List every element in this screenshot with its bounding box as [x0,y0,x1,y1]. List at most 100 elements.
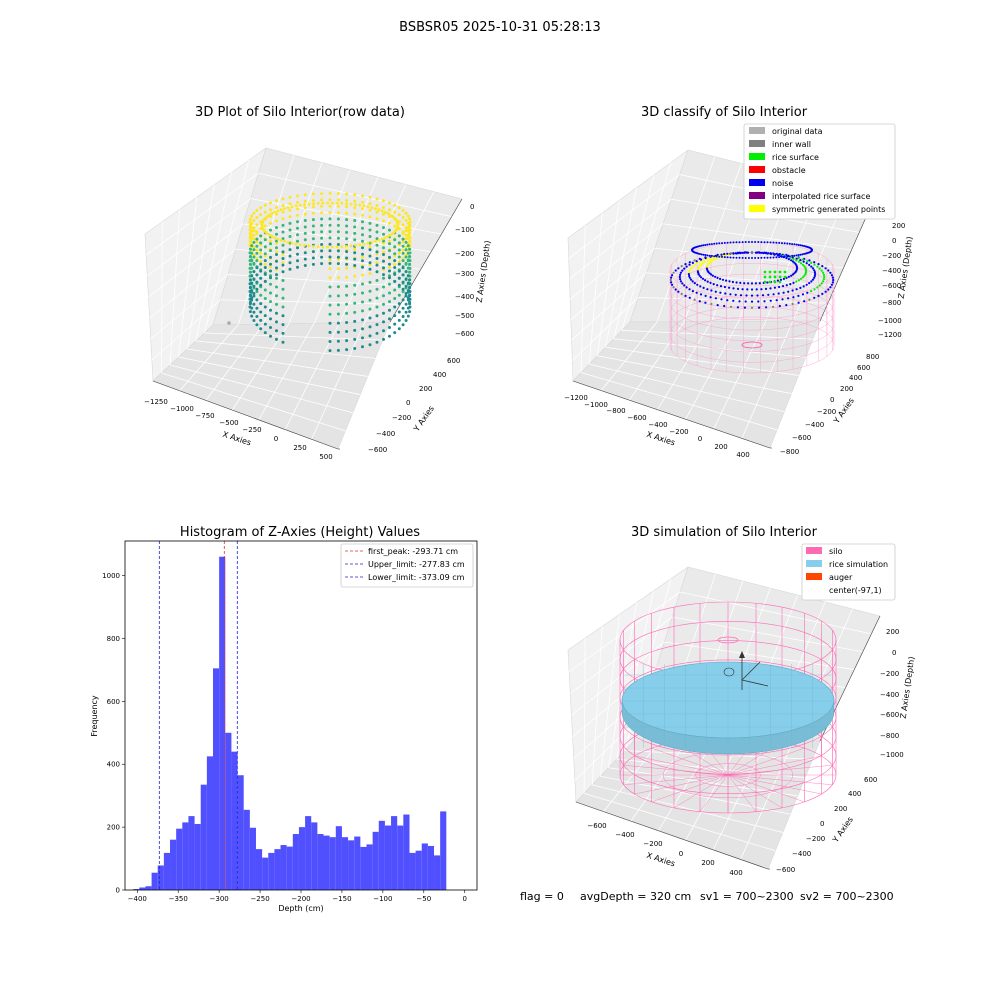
classify-y-ticks: −800 −600 −400 −200 0 200 400 600 800 [780,353,879,456]
raw-point [328,267,332,271]
raw-point [275,199,278,203]
classify-point [732,299,735,302]
grid-line [588,212,603,365]
classify-z-tick: −200 [882,252,901,260]
sim-x-tick: 200 [701,859,714,867]
classify-point [750,300,754,303]
raw-point [393,210,397,214]
grid-line [685,741,741,841]
sim-auger-tip [739,651,745,658]
raw-point [401,237,405,241]
raw-point [269,317,272,321]
classify-point [754,241,757,243]
raw-point [375,263,379,267]
classify-point [679,271,683,274]
classify-point [710,260,713,263]
classify-point [810,248,813,251]
raw-point [288,202,292,206]
classify-point [757,241,760,243]
classify-point [785,257,788,260]
grid-line [584,793,776,852]
raw-point [303,193,307,197]
classify-point [831,281,835,284]
raw-point [335,201,339,205]
hist-x-ticks: −400 −350 −300 −250 −200 −150 −100 −50 0 [128,890,467,903]
classify-point [791,289,794,292]
raw-point [382,302,385,306]
raw-point [250,214,254,218]
raw-point [375,340,379,344]
hist-legend-frame [340,543,474,588]
classify-point [773,286,777,289]
classify-point [799,253,802,256]
classify-point [762,252,765,255]
classify-point [811,278,815,281]
classify-point [685,286,688,289]
raw-point [361,282,364,286]
classify-point [723,304,726,308]
raw-point [328,230,332,234]
classify-point [716,276,719,279]
raw-point [296,200,299,204]
raw-point [408,255,412,259]
raw-point [255,223,259,227]
grid-line [600,321,658,391]
sim-legend-swatch [806,560,822,567]
raw-point [275,285,278,289]
raw-point [353,193,357,197]
raw-point [303,238,307,242]
sim-silo-spoke [634,755,729,776]
classify-point [803,265,806,268]
raw-point [382,219,385,223]
classify-point [704,260,707,263]
classify-point [734,252,737,255]
raw-point [336,303,340,307]
hist-x-tick-label: −200 [291,895,310,903]
classify-point [699,245,701,247]
classify-point [743,282,746,285]
classify-point [721,278,725,281]
classify-point [702,286,705,289]
sim-silo-spoke [623,765,729,776]
grid-line [605,187,637,348]
raw-z-tick: 0 [470,203,474,211]
classify-point [779,278,783,281]
raw-point [375,287,379,291]
raw-point [250,244,254,248]
hist-bar [255,849,263,890]
grid-line [228,274,411,288]
classify-point [750,306,754,309]
classify-point [691,280,694,283]
raw-point [353,283,357,287]
raw-point [248,217,252,221]
raw-point [275,329,278,333]
classify-point [719,285,723,288]
classify-point [750,294,754,297]
classify-point [775,299,778,302]
raw-point [259,241,263,245]
classify-point [785,253,788,256]
sim-silo-spoke [634,774,729,795]
raw-point [382,212,385,216]
classify-legend-label: symmetric generated points [772,205,885,214]
raw-point [336,198,340,202]
raw-point [250,314,254,318]
sim-silo-spoke [699,774,729,812]
raw-point [336,204,340,208]
classify-x-tick: −400 [648,421,667,429]
status-flag: flag = 0 [520,890,564,903]
raw-point [388,282,391,286]
raw-z-tick: −400 [455,293,474,301]
sim-silo-spoke [727,755,822,776]
raw-point [328,255,332,259]
raw-point [255,273,259,277]
raw-point [404,255,408,259]
grid-line [570,616,673,694]
raw-point [255,290,259,294]
classify-point [696,262,699,265]
raw-point [328,349,332,353]
classify-point [732,256,735,259]
raw-point [388,274,391,278]
raw-point [388,239,391,243]
classify-point [763,275,767,279]
